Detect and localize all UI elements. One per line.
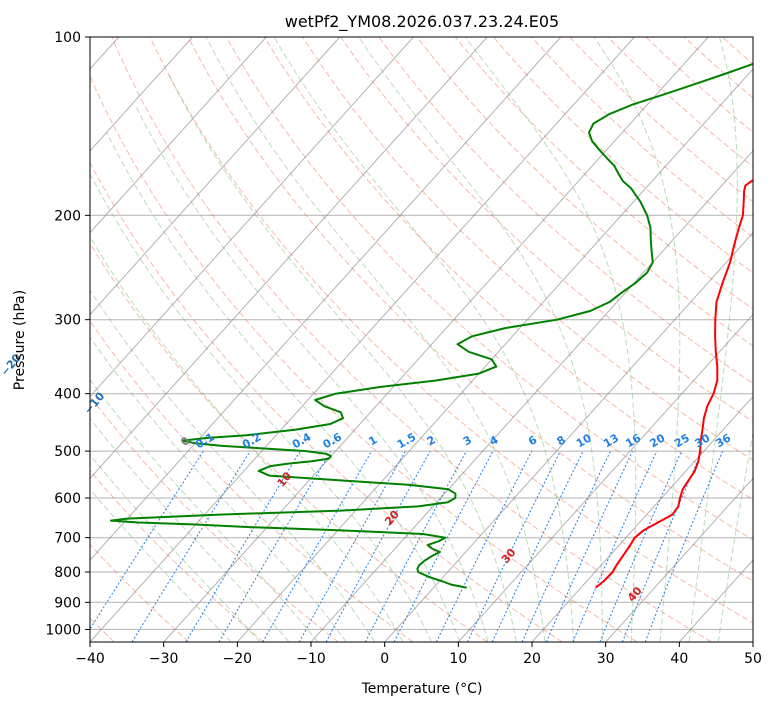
dry-adiabat-line xyxy=(225,37,753,541)
moist-adiabat-line xyxy=(90,453,261,642)
dry-adiabat-line xyxy=(493,37,753,274)
moist-adiabat-line xyxy=(464,37,637,642)
chart-title: wetPf2_YM08.2026.037.23.24.E05 xyxy=(285,12,559,32)
moist-adiabat-line xyxy=(688,37,738,642)
isotherm-line xyxy=(310,150,753,642)
mixing-ratio-line xyxy=(491,450,584,642)
dry-adiabat-line xyxy=(416,37,753,347)
x-tick-label: −10 xyxy=(296,651,326,667)
isotherm-line xyxy=(90,37,562,561)
dry-adiabat-line xyxy=(90,75,638,642)
isotherm-line xyxy=(531,395,753,642)
x-tick-label: 30 xyxy=(597,651,615,667)
y-axis-label: Pressure (hPa) xyxy=(12,290,28,390)
mixing-ratio-line xyxy=(521,450,611,642)
moist-adiabat-line xyxy=(90,417,290,642)
mixing-ratio-line xyxy=(621,450,703,642)
dewpoint-profile-line xyxy=(109,62,753,589)
moist-adiabat-line xyxy=(273,37,575,642)
x-tick-label: −40 xyxy=(75,651,105,667)
isotherm-line xyxy=(457,313,753,642)
dry-adiabat-line xyxy=(90,320,414,642)
moist-adiabat-line xyxy=(593,37,681,642)
mixing-ratio-line xyxy=(90,450,204,630)
moist-adiabat-line xyxy=(205,37,546,642)
y-tick-label: 300 xyxy=(54,313,81,329)
x-tick-label: 10 xyxy=(449,651,467,667)
y-tick-label: 200 xyxy=(54,208,81,224)
grid-layer xyxy=(90,37,753,642)
y-tick-label: 1000 xyxy=(45,622,81,638)
y-tick-label: 400 xyxy=(54,387,81,403)
dry-adiabat-line xyxy=(378,37,753,385)
x-tick-label: 50 xyxy=(744,651,762,667)
dry-adiabat-line xyxy=(187,37,753,582)
mixing-ratio-line xyxy=(364,450,467,642)
isotherm-line xyxy=(384,232,753,642)
dry-adiabat-line xyxy=(90,395,339,642)
x-tick-label: −20 xyxy=(223,651,253,667)
x-tick-label: 20 xyxy=(523,651,541,667)
mixing-ratio-line xyxy=(435,450,533,642)
x-tick-label: 0 xyxy=(380,651,389,667)
mixing-ratio-line xyxy=(262,450,373,642)
isotherm-line xyxy=(605,477,753,642)
dry-adiabat-line xyxy=(90,242,488,642)
dry-adiabat-line xyxy=(90,469,264,642)
dry-adiabat-line xyxy=(111,37,712,642)
moist-adiabat-line xyxy=(90,336,347,642)
isotherm-line xyxy=(90,37,414,398)
mixing-ratio-line xyxy=(298,450,406,642)
y-tick-label: 600 xyxy=(54,491,81,507)
moist-adiabat-line xyxy=(717,430,753,642)
moist-adiabat-line xyxy=(90,235,404,642)
dry-adiabat-line xyxy=(90,161,563,642)
isotherm-line xyxy=(236,68,753,642)
x-axis-label: Temperature (°C) xyxy=(361,681,483,697)
x-tick-label: 40 xyxy=(670,651,688,667)
moist-adiabat-line xyxy=(106,132,461,642)
dry-adiabat-line xyxy=(264,37,753,501)
mixing-ratio-line xyxy=(599,450,682,642)
y-tick-label: 500 xyxy=(54,444,81,460)
isotherm-line xyxy=(90,37,488,480)
y-tick-label: 800 xyxy=(54,565,81,581)
isotherm-line xyxy=(163,37,709,642)
moist-adiabat-line xyxy=(90,378,319,642)
isotherm-line xyxy=(90,37,267,234)
moist-adiabat-line xyxy=(134,104,489,642)
plot-frame xyxy=(89,36,754,643)
temperature-profile-line xyxy=(595,179,753,589)
isotherm-line xyxy=(90,37,635,642)
y-tick-label: 900 xyxy=(54,595,81,611)
isotherm-line xyxy=(90,37,341,316)
mixing-ratio-line xyxy=(393,450,494,642)
y-tick-label: 100 xyxy=(54,30,81,46)
mixing-ratio-line xyxy=(572,450,658,642)
moist-adiabat-line xyxy=(358,37,603,642)
dry-adiabat-line xyxy=(302,37,753,461)
isopleth-labels: 0.10.20.40.611.52346810131620253036−100−… xyxy=(0,351,733,604)
dry-adiabat-line xyxy=(340,37,753,423)
dry-adiabat-line xyxy=(149,37,753,624)
mixing-ratio-line xyxy=(325,450,431,642)
moist-adiabat-line xyxy=(167,72,517,642)
y-tick-label: 700 xyxy=(54,531,81,547)
mixing-ratio-line xyxy=(545,450,633,642)
moist-adiabat-line xyxy=(90,488,232,642)
axis-layer: −40 −30 −20 −10 0 10 20 30 40 50 100 200 300 400 500 60… xyxy=(45,30,762,667)
mixing-ratio-line xyxy=(644,450,724,642)
isotherm-line xyxy=(90,37,193,152)
x-tick-label: −30 xyxy=(149,651,179,667)
series-layer xyxy=(109,62,753,589)
